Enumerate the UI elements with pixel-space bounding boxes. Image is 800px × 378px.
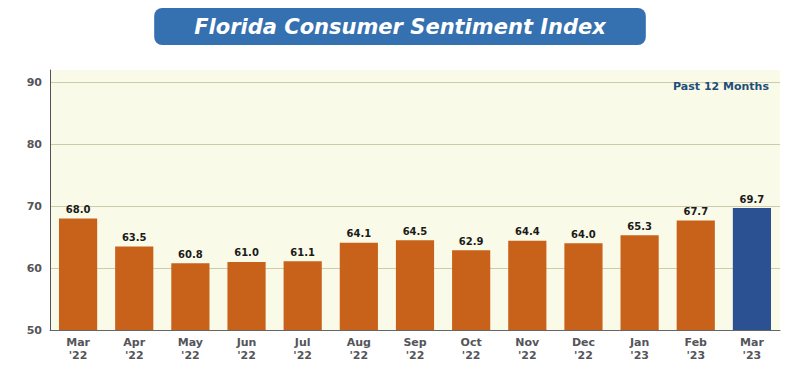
- svg-text:'23: '23: [686, 349, 705, 362]
- svg-text:Aug: Aug: [347, 336, 371, 349]
- svg-text:Mar: Mar: [66, 336, 90, 349]
- svg-text:'22: '22: [69, 349, 88, 362]
- svg-text:'22: '22: [125, 349, 144, 362]
- svg-text:'22: '22: [406, 349, 425, 362]
- svg-text:90: 90: [27, 76, 43, 89]
- svg-text:Oct: Oct: [461, 336, 482, 349]
- svg-text:Jan: Jan: [629, 336, 649, 349]
- svg-text:67.7: 67.7: [683, 206, 708, 217]
- svg-text:60.8: 60.8: [178, 249, 203, 260]
- svg-text:Nov: Nov: [515, 336, 540, 349]
- svg-text:61.0: 61.0: [234, 247, 259, 258]
- svg-text:62.9: 62.9: [459, 236, 484, 247]
- svg-text:Feb: Feb: [685, 336, 708, 349]
- svg-text:70: 70: [27, 200, 43, 213]
- svg-text:'22: '22: [518, 349, 537, 362]
- svg-text:50: 50: [27, 324, 43, 337]
- svg-text:68.0: 68.0: [66, 204, 91, 215]
- svg-text:'22: '22: [350, 349, 369, 362]
- svg-text:'22: '22: [293, 349, 312, 362]
- svg-text:65.3: 65.3: [627, 221, 652, 232]
- svg-text:May: May: [178, 336, 203, 349]
- svg-text:Mar: Mar: [740, 336, 764, 349]
- svg-text:'22: '22: [181, 349, 200, 362]
- svg-text:Florida Consumer Sentiment Ind: Florida Consumer Sentiment Index: [194, 15, 607, 39]
- svg-text:64.5: 64.5: [403, 226, 428, 237]
- svg-text:64.0: 64.0: [571, 229, 596, 240]
- svg-text:63.5: 63.5: [122, 232, 147, 243]
- svg-text:60: 60: [27, 262, 43, 275]
- svg-text:Apr: Apr: [123, 336, 145, 349]
- svg-text:61.1: 61.1: [290, 247, 315, 258]
- svg-text:'22: '22: [574, 349, 593, 362]
- svg-text:64.1: 64.1: [347, 228, 372, 239]
- svg-text:64.4: 64.4: [515, 226, 540, 237]
- svg-text:'22: '22: [237, 349, 256, 362]
- svg-text:'23: '23: [630, 349, 649, 362]
- svg-text:Past 12 Months: Past 12 Months: [673, 80, 769, 93]
- svg-text:80: 80: [27, 138, 43, 151]
- svg-text:Jun: Jun: [236, 336, 257, 349]
- svg-text:Dec: Dec: [572, 336, 595, 349]
- svg-text:'22: '22: [462, 349, 481, 362]
- svg-text:Jul: Jul: [294, 336, 311, 349]
- svg-text:69.7: 69.7: [740, 194, 765, 205]
- svg-text:'23: '23: [743, 349, 762, 362]
- svg-text:Sep: Sep: [403, 336, 426, 349]
